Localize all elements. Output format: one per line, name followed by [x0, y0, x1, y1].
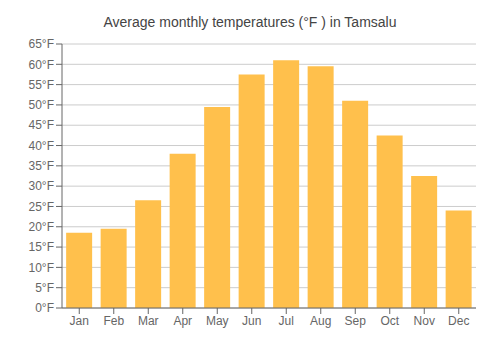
svg-text:0°F: 0°F: [35, 301, 54, 315]
svg-text:10°F: 10°F: [29, 261, 54, 275]
svg-text:60°F: 60°F: [29, 58, 54, 72]
svg-text:Feb: Feb: [103, 314, 124, 328]
svg-text:Jul: Jul: [279, 314, 294, 328]
svg-text:Aug: Aug: [310, 314, 331, 328]
svg-text:30°F: 30°F: [29, 179, 54, 193]
svg-text:40°F: 40°F: [29, 139, 54, 153]
svg-text:20°F: 20°F: [29, 220, 54, 234]
svg-text:Sep: Sep: [345, 314, 367, 328]
svg-text:Jan: Jan: [70, 314, 89, 328]
svg-text:55°F: 55°F: [29, 78, 54, 92]
svg-text:65°F: 65°F: [29, 37, 54, 51]
svg-text:50°F: 50°F: [29, 98, 54, 112]
svg-text:5°F: 5°F: [35, 281, 54, 295]
svg-text:Oct: Oct: [380, 314, 399, 328]
svg-text:Dec: Dec: [448, 314, 469, 328]
svg-text:Nov: Nov: [414, 314, 435, 328]
svg-text:May: May: [206, 314, 229, 328]
svg-text:45°F: 45°F: [29, 118, 54, 132]
svg-text:25°F: 25°F: [29, 200, 54, 214]
svg-text:15°F: 15°F: [29, 240, 54, 254]
svg-text:Mar: Mar: [138, 314, 159, 328]
svg-text:Apr: Apr: [173, 314, 192, 328]
svg-text:35°F: 35°F: [29, 159, 54, 173]
svg-text:Jun: Jun: [242, 314, 261, 328]
html-text:Average monthly temperatures (: Average monthly temperatures (°F ) in Ta…: [103, 14, 397, 30]
